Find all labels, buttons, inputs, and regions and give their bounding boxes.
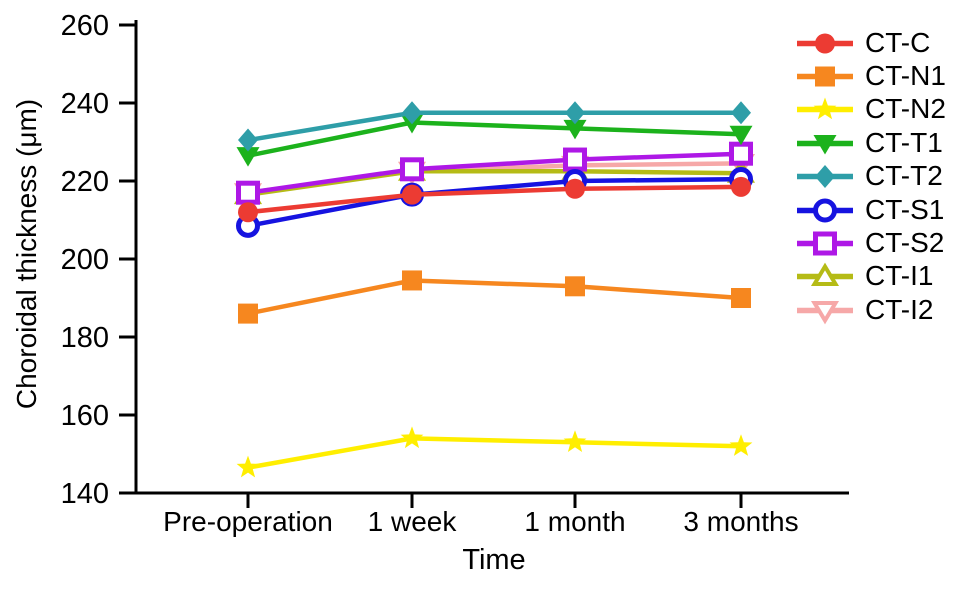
legend-item-ct-i2: CT-I2	[795, 293, 946, 326]
legend-label: CT-S1	[865, 193, 945, 225]
y-axis-title: Choroidal thickness (μm)	[11, 98, 42, 410]
legend-label: CT-T1	[865, 126, 943, 158]
legend-item-ct-s2: CT-S2	[795, 226, 946, 259]
y-tick-label: 240	[61, 88, 109, 120]
series-ct-n2	[236, 426, 753, 478]
y-tick-label: 140	[61, 478, 109, 510]
legend-label: CT-S2	[865, 227, 945, 259]
legend-item-ct-n2: CT-N2	[795, 93, 946, 126]
legend-label: CT-I1	[865, 260, 934, 292]
star-marker-icon	[797, 97, 853, 120]
axes: 140 160 180 200 220 240 260 Pre-operation 1 week…	[61, 10, 849, 537]
triangle-up-marker-icon	[797, 263, 853, 287]
y-tick-label: 160	[61, 400, 109, 432]
legend-item-ct-i1: CT-I1	[795, 260, 946, 293]
series-ct-t2	[238, 101, 751, 152]
y-tick-label: 220	[61, 166, 109, 198]
y-tick-label: 260	[61, 10, 109, 42]
legend-item-ct-n1: CT-N1	[795, 59, 946, 92]
y-tick-label: 180	[61, 322, 109, 354]
x-tick-label: 1 month	[524, 506, 625, 537]
series-ct-n1	[238, 270, 751, 324]
square-marker-icon	[797, 66, 853, 87]
diamond-marker-icon	[797, 165, 853, 189]
circle-marker-icon	[797, 33, 853, 54]
square-marker-icon	[797, 231, 853, 256]
series-ct-c	[238, 176, 751, 223]
legend-item-ct-c: CT-C	[795, 26, 946, 59]
legend-label: CT-C	[865, 26, 931, 58]
legend-item-ct-t1: CT-T1	[795, 126, 946, 159]
series-ct-s2	[236, 141, 753, 205]
x-tick-label: Pre-operation	[163, 506, 333, 537]
legend-item-ct-t2: CT-T2	[795, 160, 946, 193]
x-tick-label: 3 months	[683, 506, 798, 537]
legend-label: CT-I2	[865, 293, 934, 325]
legend-label: CT-N2	[865, 93, 946, 125]
series-ct-t1	[236, 114, 753, 167]
legend-label: CT-T2	[865, 160, 943, 192]
triangle-down-marker-icon	[797, 134, 853, 155]
circle-marker-icon	[797, 198, 853, 223]
x-tick-label: 1 week	[368, 506, 458, 537]
series-ct-s1	[236, 167, 753, 238]
legend-label: CT-N1	[865, 60, 946, 92]
x-axis-title: Time	[462, 544, 526, 576]
legend: CT-C CT-N1 CT-N2 CT-T1 CT-T2 CT-S1 CT-S2 CT-I1 C…	[795, 26, 946, 327]
y-tick-label: 200	[61, 244, 109, 276]
legend-item-ct-s1: CT-S1	[795, 193, 946, 226]
triangle-down-marker-icon	[797, 300, 853, 325]
